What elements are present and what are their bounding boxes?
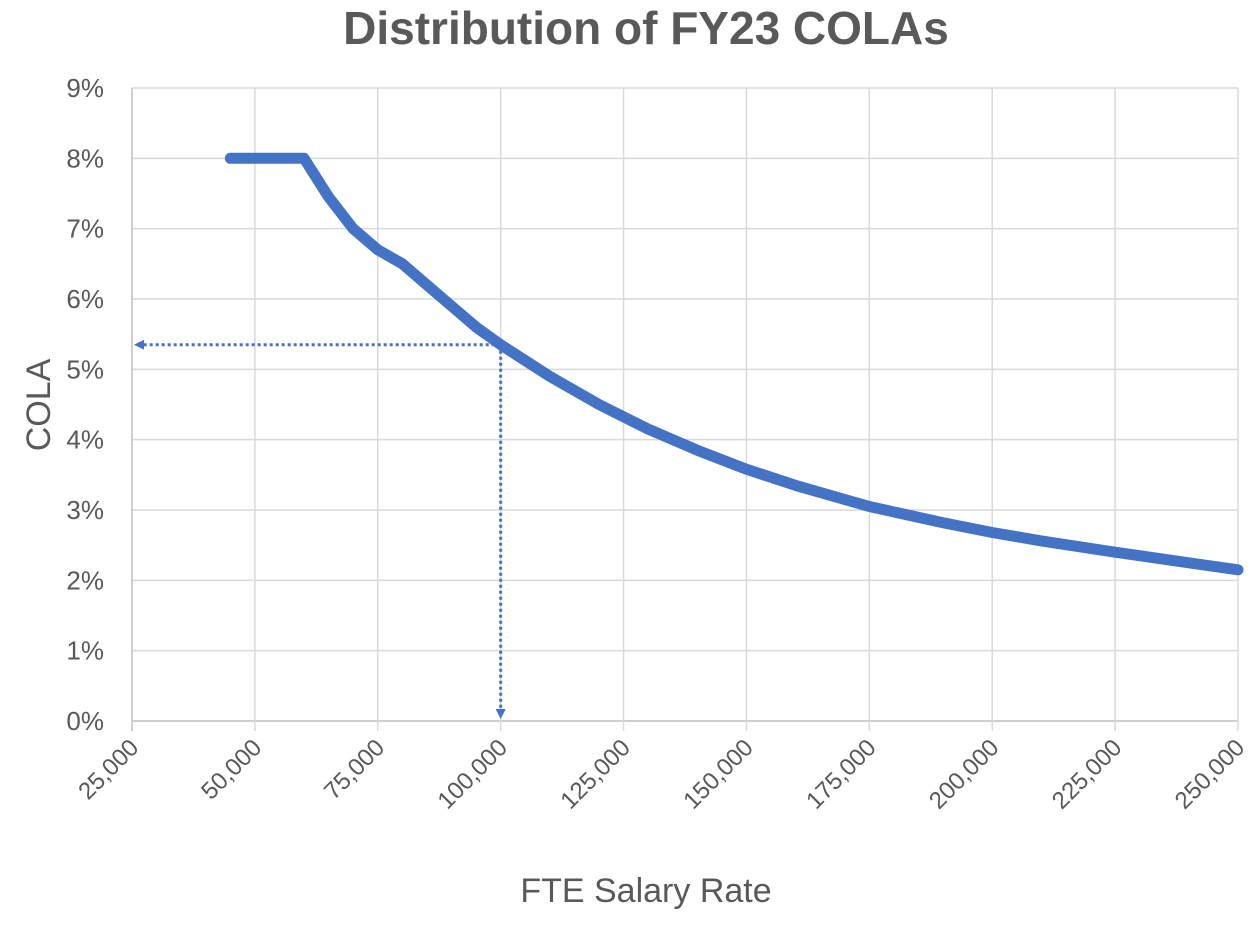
y-tick-label: 4%: [66, 425, 104, 455]
series: [230, 158, 1238, 570]
grid-lines: [132, 88, 1238, 731]
x-tick-label: 100,000: [432, 734, 512, 814]
x-tick-label: 150,000: [678, 734, 758, 814]
y-tick-label: 2%: [66, 565, 104, 595]
x-tick-label: 50,000: [196, 734, 267, 805]
annotations: [138, 345, 501, 715]
y-axis-label: COLA: [20, 358, 58, 451]
x-tick-label: 175,000: [801, 734, 881, 814]
y-tick-label: 9%: [66, 73, 104, 103]
cola-series-line: [230, 158, 1238, 570]
y-tick-label: 0%: [66, 706, 104, 736]
y-tick-label: 5%: [66, 354, 104, 384]
y-tick-label: 7%: [66, 214, 104, 244]
chart-title: Distribution of FY23 COLAs: [343, 2, 949, 54]
y-tick-label: 6%: [66, 284, 104, 314]
y-tick-labels: 0% 1% 2% 3% 4% 5% 6% 7% 8% 9%: [66, 73, 104, 736]
x-axis-label: FTE Salary Rate: [520, 872, 771, 910]
y-tick-label: 1%: [66, 636, 104, 666]
x-tick-label: 125,000: [555, 734, 635, 814]
x-tick-labels: 25,000 50,000 75,000 100,000 125,000 150,000 1…: [73, 734, 1250, 814]
x-tick-label: 225,000: [1047, 734, 1127, 814]
y-tick-label: 8%: [66, 143, 104, 173]
x-tick-label: 250,000: [1170, 734, 1250, 814]
y-tick-label: 3%: [66, 495, 104, 525]
x-tick-label: 25,000: [73, 734, 144, 805]
x-tick-label: 200,000: [924, 734, 1004, 814]
x-tick-label: 75,000: [319, 734, 390, 805]
